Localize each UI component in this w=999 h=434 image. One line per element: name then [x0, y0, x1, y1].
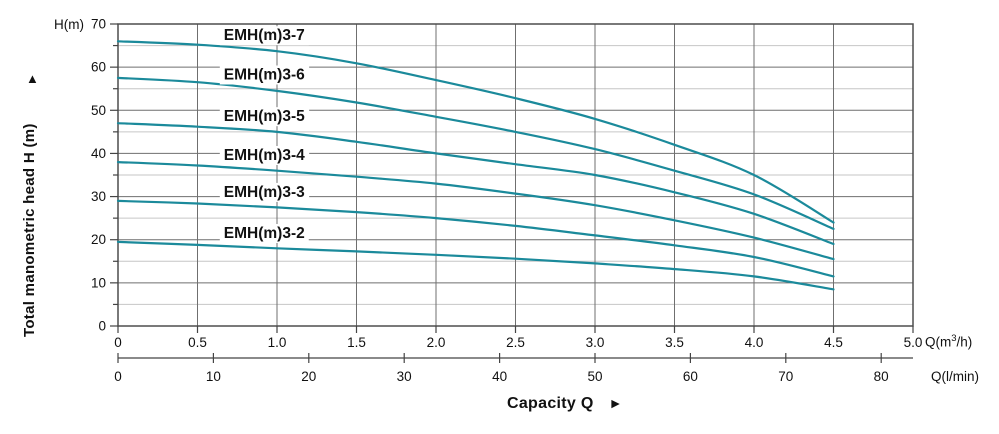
- x-tick-label: 5.0: [904, 335, 923, 350]
- pump-curve-EMH(m)3-2: [116, 240, 835, 291]
- curve-label-EMH(m)3-4: EMH(m)3-4: [224, 147, 305, 164]
- lmin-tick-label: 50: [587, 369, 602, 384]
- lmin-tick-label: 20: [301, 369, 316, 384]
- lmin-tick-label: 70: [778, 369, 793, 384]
- y-axis-up-arrow-icon: ▲: [26, 71, 39, 86]
- x-unit-superscript: 3: [951, 333, 957, 344]
- curve-label-backing: [219, 145, 310, 165]
- x-unit-suffix: /h): [956, 334, 973, 350]
- x-tick-label: 4.0: [745, 335, 764, 350]
- pump-curve-EMH(m)3-3: [116, 199, 835, 278]
- lmin-tick-label: 10: [206, 369, 221, 384]
- curve-label-backing: [219, 223, 309, 243]
- lmin-tick-label: 60: [683, 369, 698, 384]
- lmin-tick-label: 30: [397, 369, 412, 384]
- curve-label-EMH(m)3-5: EMH(m)3-5: [224, 108, 305, 125]
- y-axis-title: Total manometric head H (m): [21, 123, 38, 337]
- y-tick-label: 40: [91, 146, 106, 161]
- x-axis-unit-label: Q(m3/h): [925, 333, 972, 350]
- x-axis-title-text: Capacity Q: [507, 395, 594, 412]
- x-axis2-unit-label: Q(l/min): [931, 369, 979, 384]
- y-tick-label: 10: [91, 275, 106, 290]
- y-tick-label: 20: [91, 232, 106, 247]
- x-tick-label: 0: [114, 335, 122, 350]
- y-tick-label: 30: [91, 189, 106, 204]
- x-unit-prefix: Q(m: [925, 334, 952, 350]
- lmin-tick-label: 0: [114, 369, 122, 384]
- x-tick-label: 4.5: [824, 335, 843, 350]
- pump-curve-EMH(m)3-5: [116, 122, 835, 246]
- y-tick-label: 0: [98, 319, 106, 334]
- pump-curve-EMH(m)3-7: [116, 40, 835, 224]
- x-tick-label: 3.5: [665, 335, 684, 350]
- curve-label-EMH(m)3-2: EMH(m)3-2: [224, 225, 305, 242]
- curve-label-backing: [219, 107, 310, 127]
- pump-curve-EMH(m)3-6: [116, 76, 835, 230]
- curve-label-backing: [219, 26, 309, 46]
- curve-label-EMH(m)3-6: EMH(m)3-6: [224, 66, 305, 83]
- curve-label-backing: [219, 65, 310, 85]
- y-tick-label: 60: [91, 60, 106, 75]
- y-tick-label: 70: [91, 17, 106, 32]
- x-axis-right-arrow-icon: ►: [608, 395, 623, 411]
- x-tick-label: 3.0: [586, 335, 605, 350]
- x-tick-label: 2.0: [427, 335, 446, 350]
- x-axis-title: Capacity Q ►: [507, 395, 623, 413]
- pump-curve-EMH(m)3-4: [116, 161, 835, 261]
- x-tick-label: 1.5: [347, 335, 366, 350]
- x-tick-label: 2.5: [506, 335, 525, 350]
- x-tick-label: 0.5: [188, 335, 207, 350]
- y-tick-label: 50: [91, 103, 106, 118]
- x-tick-label: 1.0: [268, 335, 287, 350]
- y-axis-unit-label: H(m): [54, 17, 84, 32]
- lmin-tick-label: 80: [874, 369, 889, 384]
- curve-label-EMH(m)3-7: EMH(m)3-7: [224, 27, 305, 44]
- lmin-tick-label: 40: [492, 369, 507, 384]
- curve-label-EMH(m)3-3: EMH(m)3-3: [224, 184, 305, 201]
- curve-label-backing: [219, 182, 310, 202]
